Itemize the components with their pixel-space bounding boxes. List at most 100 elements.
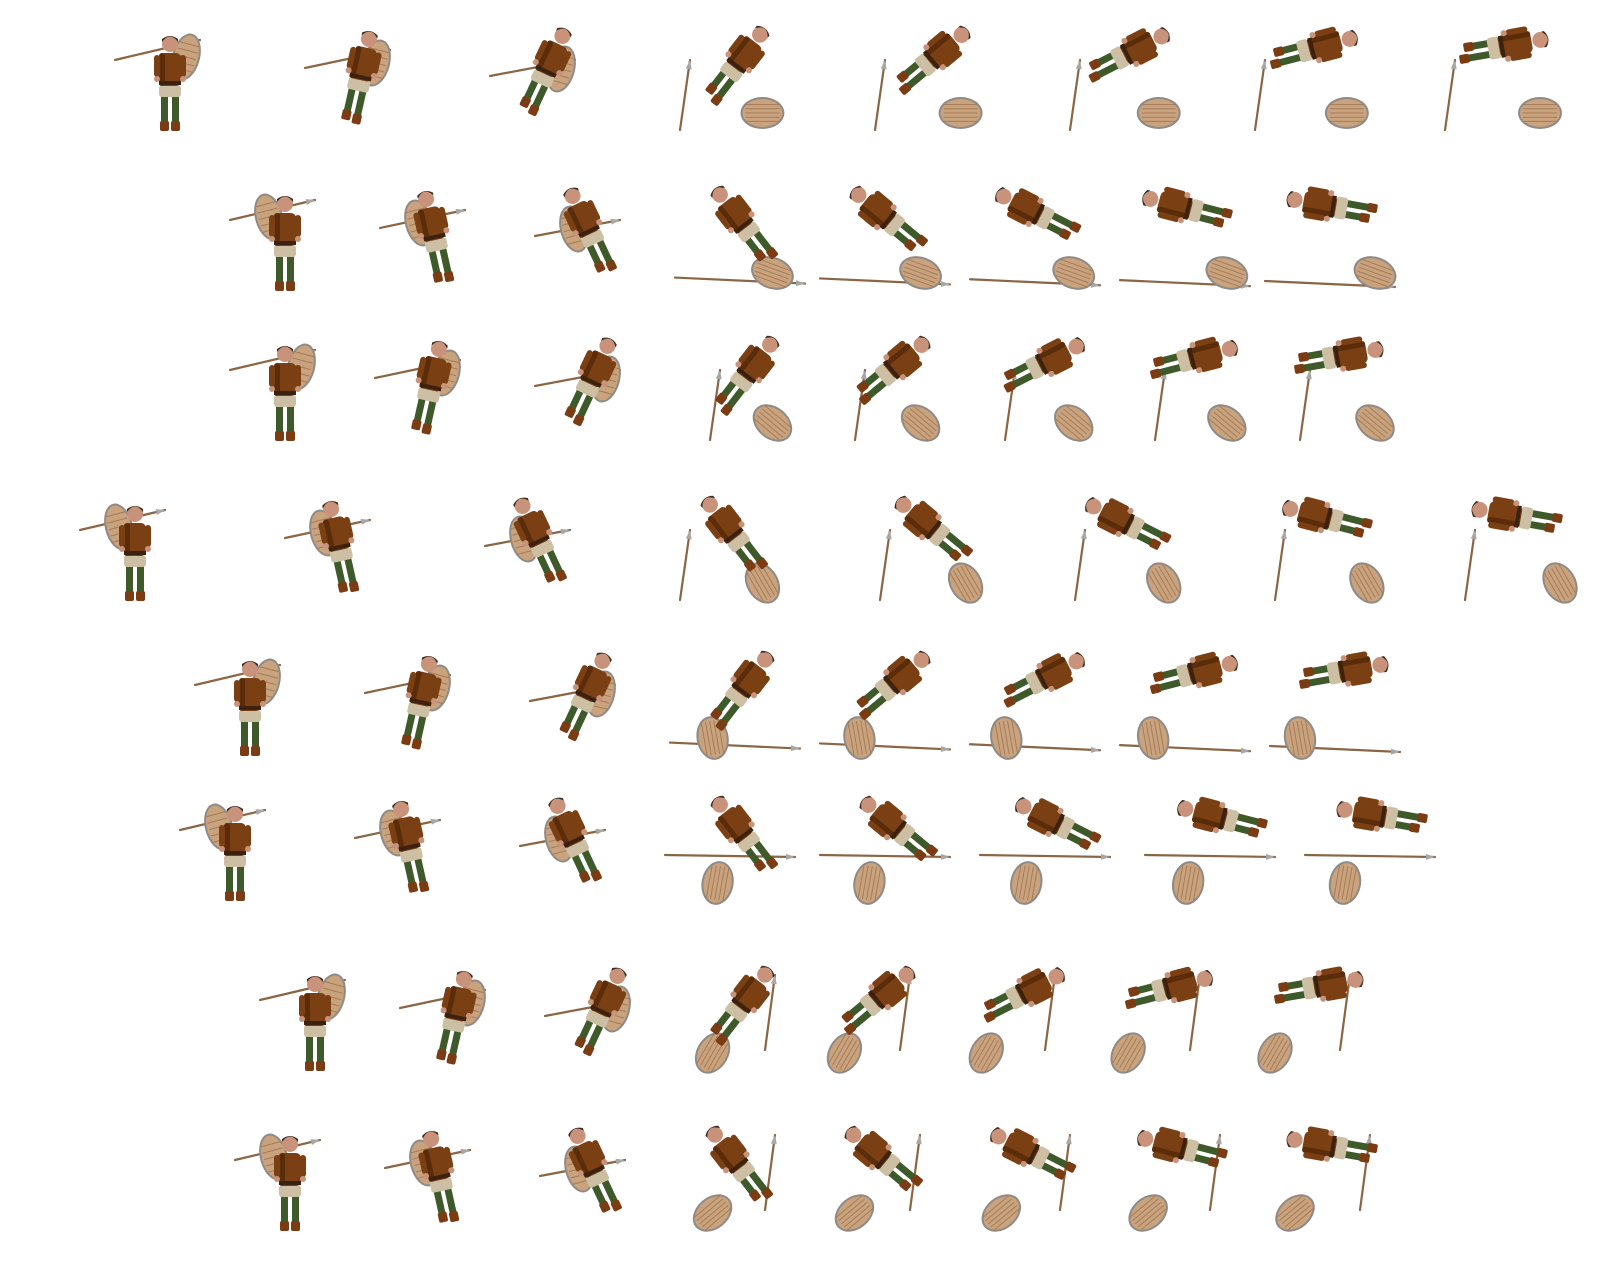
soldier-figure (1150, 651, 1238, 694)
sprite-frame-r8-f4 (692, 1125, 777, 1232)
soldier-figure (413, 190, 455, 283)
shield-icon (990, 716, 1023, 760)
sprite-frame-r4-f2 (283, 500, 372, 593)
soldier-figure (1150, 336, 1238, 379)
sprite-frame-r2-f3 (533, 187, 622, 273)
soldier-figure (705, 25, 770, 106)
shield-icon (834, 1194, 875, 1232)
sprite-frame-r2-f6 (968, 187, 1102, 290)
soldier-figure (436, 970, 477, 1065)
sprite-frame-r6-f5 (818, 795, 952, 905)
spear-icon (1208, 1133, 1222, 1212)
sprite-frame-r4-f5 (878, 495, 984, 604)
shield-icon (1542, 562, 1578, 604)
shield-icon (900, 404, 941, 442)
sprite-frame-r2-f8 (1263, 186, 1397, 290)
sprite-frame-r6-f4 (663, 795, 797, 905)
sprite-frame-r4-f7 (1273, 496, 1385, 604)
sprite-frame-r3-f6 (1003, 337, 1094, 442)
soldier-figure (1015, 797, 1102, 850)
spear-icon (1068, 58, 1082, 132)
soldier-figure (568, 1127, 622, 1213)
soldier-figure (1282, 496, 1373, 538)
shield-icon (968, 1032, 1004, 1074)
spear-icon (968, 743, 1102, 753)
spear-icon (908, 1133, 922, 1212)
soldier-figure (700, 495, 768, 572)
shield-icon (1355, 404, 1395, 442)
soldier-figure (274, 1136, 306, 1231)
spear-icon (978, 853, 1112, 860)
sprite-frame-r2-f5 (818, 185, 952, 290)
shield-icon (751, 256, 794, 290)
soldier-figure (154, 36, 186, 131)
soldier-figure (1137, 1126, 1228, 1168)
sprite-frame-r6-f8 (1303, 796, 1437, 905)
shield-icon (826, 1032, 863, 1074)
sprite-frame-r7-f5 (826, 965, 916, 1074)
soldier-figure (1270, 26, 1358, 69)
sprite-frame-r4-f4 (678, 495, 781, 604)
sprite-frame-r1-f6 (1068, 27, 1181, 132)
soldier-figure (1459, 26, 1549, 64)
spear-icon (1443, 58, 1457, 132)
shield-icon (938, 97, 983, 129)
sprite-frame-r1-f5 (873, 25, 983, 132)
spear-icon (1153, 368, 1167, 442)
shield-icon (1257, 1032, 1293, 1074)
sprite-frame-r2-f2 (378, 190, 467, 283)
soldier-figure (1088, 27, 1170, 83)
sprite-frame-r5-f3 (528, 652, 617, 742)
soldier-figure (548, 797, 602, 883)
spear-icon (1298, 368, 1312, 442)
sprite-frame-r3-f7 (1150, 336, 1247, 442)
soldier-figure (715, 335, 780, 416)
soldier-figure (856, 650, 931, 720)
sprite-frame-r8-f1 (233, 1133, 322, 1231)
sprite-frame-r6-f2 (353, 800, 442, 893)
sprite-frame-r7-f7 (1110, 966, 1213, 1074)
soldier-figure (574, 967, 627, 1057)
shield-icon (1349, 562, 1385, 604)
sprite-frame-r1-f8 (1443, 26, 1562, 132)
sprite-frame-r7-f6 (968, 967, 1065, 1074)
sprite-frame-r7-f8 (1257, 966, 1364, 1074)
sprite-frame-r5-f6 (968, 652, 1102, 760)
shield-icon (1146, 562, 1182, 604)
shield-icon (740, 97, 785, 129)
shield-icon (899, 256, 942, 290)
spear-icon (668, 741, 802, 752)
sprite-frame-r4-f8 (1463, 496, 1578, 604)
spear-icon (678, 528, 692, 602)
shield-icon (1353, 256, 1397, 290)
sprite-frame-r6-f3 (518, 797, 607, 883)
soldier-figure (1286, 186, 1378, 223)
sprite-frame-r3-f2 (373, 340, 462, 435)
sprite-frame-r1-f1 (113, 33, 202, 131)
soldier-figure (710, 965, 775, 1046)
soldier-figure (710, 185, 778, 262)
soldier-figure (559, 652, 612, 742)
shield-icon (1324, 97, 1369, 129)
soldier-figure (710, 650, 775, 731)
soldier-figure (519, 27, 572, 117)
sprite-frame-r7-f4 (694, 965, 777, 1074)
sprite-frame-r5-f7 (1118, 651, 1252, 760)
shield-icon (1518, 97, 1562, 129)
soldier-figure (894, 495, 973, 561)
shield-icon (752, 404, 793, 442)
sprite-frame-r8-f2 (383, 1130, 472, 1223)
shield-icon (692, 1194, 733, 1232)
shield-icon (1136, 716, 1170, 760)
soldier-figure (859, 795, 938, 861)
soldier-figure (388, 800, 430, 893)
soldier-figure (1125, 966, 1213, 1009)
sprite-frame-r2-f4 (673, 185, 807, 290)
spear-icon (663, 853, 797, 860)
soldier-figure (896, 25, 971, 95)
soldier-figure (299, 976, 331, 1071)
shield-icon (1171, 861, 1205, 905)
shield-icon (1052, 256, 1096, 290)
spear-icon (1303, 853, 1437, 860)
